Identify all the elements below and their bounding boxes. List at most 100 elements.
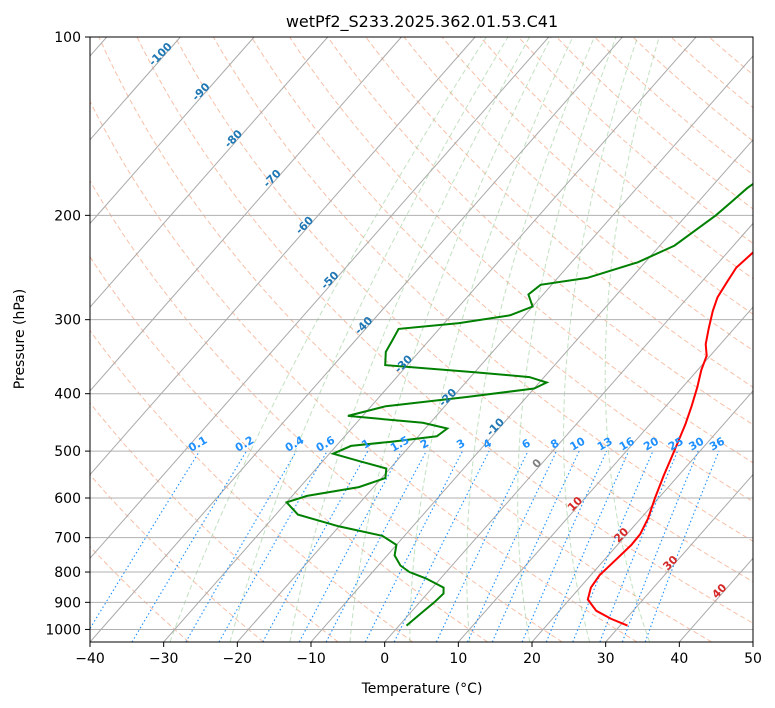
mixing-ratio-line	[521, 450, 608, 642]
isotherm-line	[90, 37, 255, 225]
mixing-ratio-line	[435, 450, 529, 642]
mixing-ratio-label: 2	[418, 437, 431, 452]
x-tick-label: −10	[296, 651, 326, 667]
isotherm-label: -70	[261, 167, 284, 190]
dry-adiabat	[708, 37, 753, 76]
dry-adiabat	[365, 37, 753, 388]
isotherm-line	[90, 37, 623, 642]
dry-adiabat	[90, 100, 638, 642]
mixing-ratio-line	[599, 450, 679, 642]
x-tick-label: 20	[523, 651, 541, 667]
moist-adiabat	[169, 37, 487, 642]
isotherm-label: -100	[146, 40, 175, 69]
warm-isotherm-label: 40	[709, 581, 729, 601]
mixing-ratio-line	[218, 450, 328, 642]
isotherm-label: -90	[189, 80, 212, 103]
dry-adiabat	[556, 37, 753, 210]
isotherm-label: -40	[352, 314, 375, 337]
x-tick-label: 10	[449, 651, 467, 667]
mixing-ratio-line	[90, 450, 200, 630]
plot-frame	[89, 36, 754, 643]
x-tick-label: −20	[223, 651, 253, 667]
isotherm-line	[236, 55, 753, 642]
y-tick-label: 900	[54, 595, 81, 611]
warm-isotherm-label: 10	[565, 494, 585, 514]
moist-adiabat	[289, 37, 531, 642]
y-tick-label: 800	[54, 565, 81, 581]
isotherm-line	[531, 390, 753, 642]
y-tick-label: 1000	[45, 622, 81, 638]
dry-adiabat	[98, 37, 712, 642]
temperature-profile	[586, 251, 753, 627]
x-tick-label: 30	[597, 651, 615, 667]
isotherm-line	[90, 37, 181, 141]
dry-adiabat	[479, 37, 753, 280]
x-tick-label: −40	[75, 651, 105, 667]
dry-adiabat	[250, 37, 753, 503]
y-axis-label: Pressure (hPa)	[12, 289, 28, 389]
y-tick-label: 500	[54, 444, 81, 460]
mixing-ratio-line	[325, 450, 427, 642]
dry-adiabat	[90, 329, 414, 642]
x-tick-label: 50	[744, 651, 762, 667]
isotherm-line	[90, 37, 550, 560]
isotherm-label: -20	[436, 386, 459, 409]
mixing-ratio-line	[545, 450, 630, 642]
mixing-ratio-line	[491, 450, 580, 642]
mixing-ratio-line	[298, 450, 402, 642]
moist-adiabat	[466, 37, 595, 642]
series-layer	[284, 182, 753, 627]
dry-adiabat	[90, 255, 488, 642]
dry-adiabat	[90, 474, 264, 642]
isotherm-label: -80	[222, 127, 245, 150]
mixing-ratio-line	[262, 450, 369, 642]
y-tick-label: 600	[54, 491, 81, 507]
isotherm-line	[605, 473, 753, 642]
isotherm-label: -10	[484, 415, 507, 438]
chart-title: wetPf2_S233.2025.362.01.53.C41	[286, 12, 558, 32]
dewpoint-profile	[284, 182, 753, 627]
x-tick-label: 40	[670, 651, 688, 667]
moist-adiabat	[229, 37, 509, 642]
mixing-ratio-label: 6	[520, 436, 533, 451]
isotherm-line	[384, 222, 753, 642]
axis-layer: −40 −30 −20 −10 0 10 20 30 40 50 1000 900 800 700 600 5…	[45, 30, 762, 667]
dry-adiabat	[670, 37, 753, 109]
mixing-ratio-line	[621, 450, 699, 642]
dry-adiabat	[136, 37, 753, 624]
mixing-ratio-line	[572, 450, 654, 642]
y-tick-label: 300	[54, 313, 81, 329]
dry-adiabat	[90, 402, 339, 642]
isotherm-label: -50	[318, 269, 341, 292]
isotherm-label: -60	[293, 214, 316, 237]
warm-isotherm-label: 20	[611, 525, 631, 545]
grid-layer	[90, 37, 753, 642]
dry-adiabat	[327, 37, 753, 426]
mixing-ratio-line	[364, 450, 463, 642]
isotherm-line	[90, 37, 476, 476]
x-tick-label: −30	[149, 651, 179, 667]
dry-adiabat	[174, 37, 753, 583]
y-tick-label: 100	[54, 30, 81, 46]
x-tick-label: 0	[380, 651, 389, 667]
isotherm-line	[457, 306, 753, 642]
mixing-ratio-label: 3	[454, 437, 467, 452]
isotherm-line	[310, 138, 753, 642]
x-axis-label: Temperature (°C)	[361, 681, 483, 697]
y-tick-label: 400	[54, 387, 81, 403]
isotherm-line	[90, 37, 402, 392]
dry-adiabat	[90, 545, 190, 642]
dry-adiabat	[632, 37, 753, 142]
moist-adiabat	[349, 37, 552, 642]
isotherm-label: -30	[392, 352, 415, 375]
mixing-ratio-line	[185, 450, 297, 642]
dry-adiabat	[90, 179, 563, 642]
y-tick-label: 700	[54, 531, 81, 547]
y-tick-label: 200	[54, 208, 81, 224]
moist-adiabat	[563, 37, 639, 642]
mixing-ratio-line	[393, 450, 490, 642]
dry-adiabat	[441, 37, 753, 315]
isotherm-line	[752, 641, 753, 642]
mixing-ratio-line	[644, 450, 720, 642]
